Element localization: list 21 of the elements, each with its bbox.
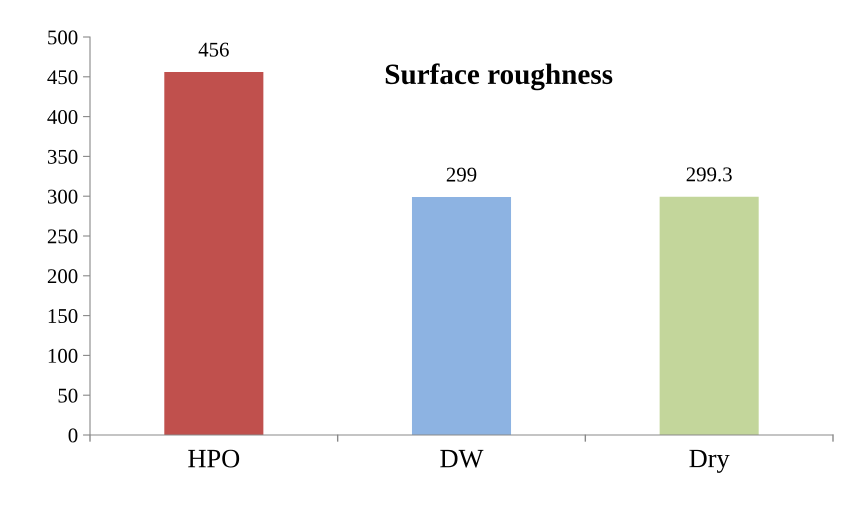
y-tick-label: 50 <box>58 388 78 403</box>
bar <box>164 72 264 435</box>
y-tick-label: 500 <box>48 30 78 44</box>
y-tick-label: 350 <box>48 150 78 164</box>
y-tick-label: 400 <box>47 110 78 124</box>
data-label: 299.3 <box>686 167 732 182</box>
y-tick-label: 300 <box>48 190 78 204</box>
bar <box>412 196 512 435</box>
x-tick-label: Dry <box>689 450 730 473</box>
y-tick-label: 250 <box>48 229 78 244</box>
y-tick-label: 450 <box>47 70 78 84</box>
y-tick-label: 100 <box>48 348 78 363</box>
y-tick-label: 0 <box>68 428 78 442</box>
text: Surface roughness <box>386 63 612 90</box>
bar <box>660 196 759 435</box>
x-tick-label: HPO <box>188 450 240 468</box>
data-label: 456 <box>198 42 229 57</box>
data-label: 299 <box>446 168 476 182</box>
y-tick-label: 200 <box>48 269 78 284</box>
y-tick-label: 150 <box>48 308 78 324</box>
x-tick-label: DW <box>440 450 484 468</box>
